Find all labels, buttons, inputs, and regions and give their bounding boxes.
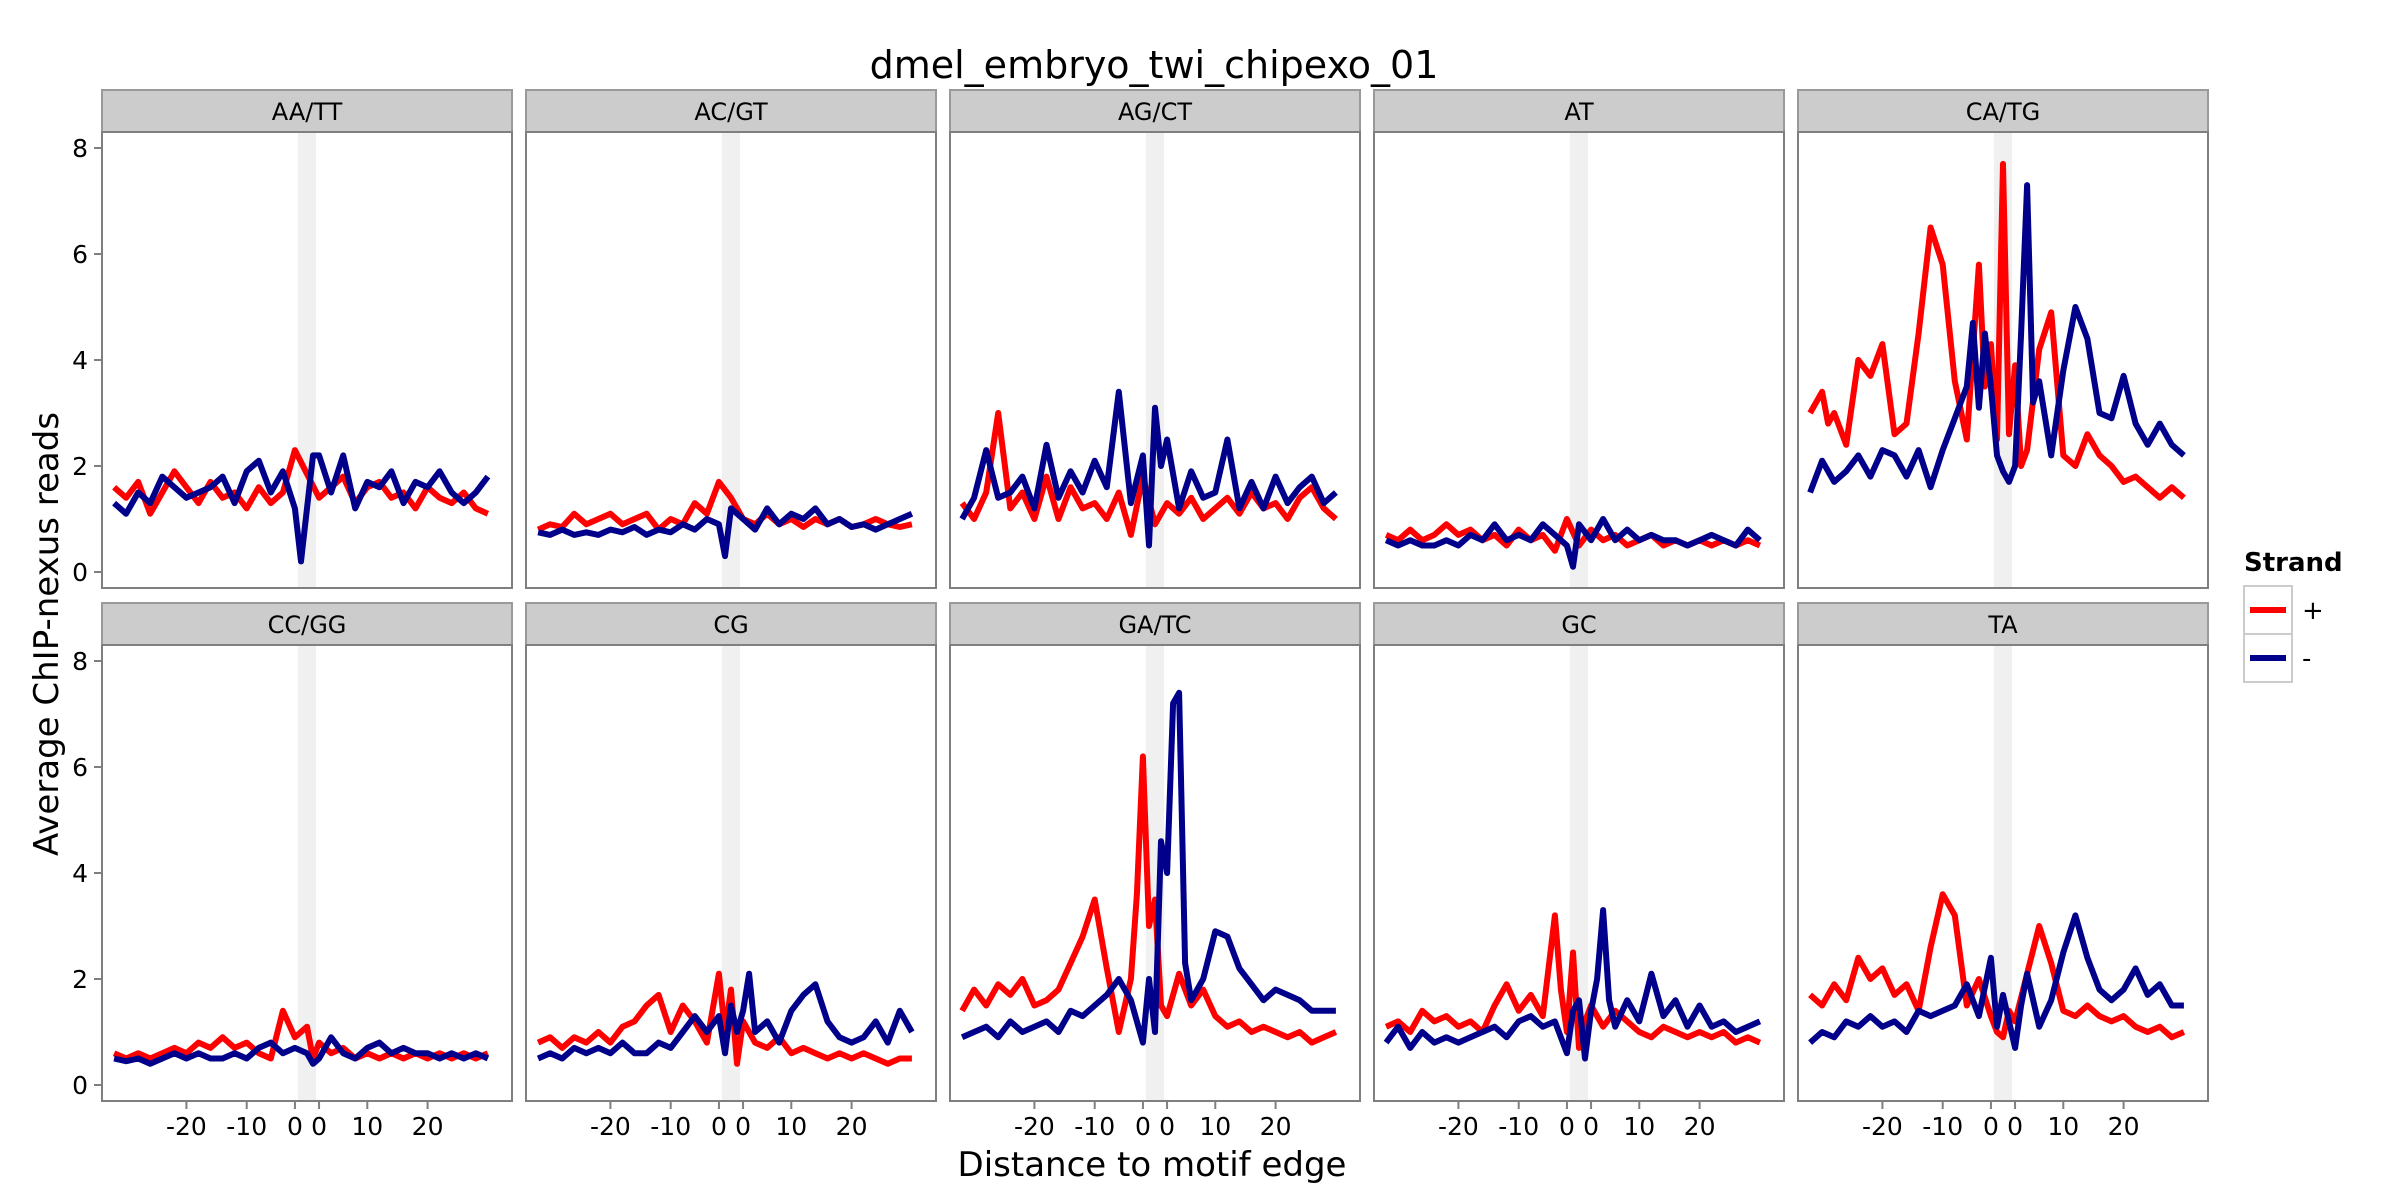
series-line-minus xyxy=(1807,182,2186,494)
motif-region-band xyxy=(721,133,741,587)
series-line-plus xyxy=(112,1007,490,1062)
panel-ta: TA -20 -10 0 0 10 20 xyxy=(1797,602,2209,1141)
y-tick-label: 6 xyxy=(72,753,88,782)
series-line-minus xyxy=(960,689,1336,1046)
x-tick-label: 10 xyxy=(2047,1112,2079,1141)
motif-region-band xyxy=(1993,646,2013,1100)
x-tick-label: 0 xyxy=(287,1112,303,1141)
motif-region-band xyxy=(297,646,317,1100)
panel-strip-label: CC/GG xyxy=(268,611,347,639)
panel-cg: CG -20 -10 0 0 10 20 xyxy=(525,602,937,1141)
x-tick-label: 10 xyxy=(775,1112,807,1141)
panel-at: AT xyxy=(1373,89,1785,589)
x-tick-label: -10 xyxy=(650,1112,691,1141)
x-tick-label: 10 xyxy=(351,1112,383,1141)
y-tick-label: 6 xyxy=(72,240,88,269)
x-tick-label: -10 xyxy=(226,1112,267,1141)
motif-region-band xyxy=(1569,133,1589,587)
panel-strip xyxy=(101,89,513,133)
x-axis-label: Distance to motif edge xyxy=(958,1145,1347,1185)
panel-strip-label: AC/GT xyxy=(694,98,768,126)
x-tick-label: 0 xyxy=(711,1112,727,1141)
y-tick-label: 0 xyxy=(72,1071,88,1100)
facet-panels: AA/TT 0 2 4 6 8 AC/GT AG/CT AT CA/TG CC/GG 0 2 4 6 8 -20… xyxy=(72,89,2209,1141)
series-line-minus xyxy=(113,1034,490,1067)
panel-strip-label: AT xyxy=(1564,98,1594,126)
panel-strip xyxy=(1373,89,1785,133)
legend-title: Strand xyxy=(2244,548,2343,578)
panel-strip xyxy=(101,602,513,646)
panel-strip-label: CA/TG xyxy=(1966,98,2041,126)
panel-strip-label: AG/CT xyxy=(1118,98,1192,126)
motif-region-band xyxy=(721,646,741,1100)
panel-ag-ct: AG/CT xyxy=(949,89,1361,589)
x-tick-label: 0 xyxy=(1559,1112,1575,1141)
panel-strip xyxy=(1797,89,2209,133)
panel-strip-label: AA/TT xyxy=(272,98,343,126)
legend: Strand + - xyxy=(2243,548,2343,683)
x-tick-label: 10 xyxy=(1199,1112,1231,1141)
x-tick-label: 20 xyxy=(836,1112,868,1141)
chart-title: dmel_embryo_twi_chipexo_01 xyxy=(870,43,1439,87)
x-tick-label: 0 xyxy=(735,1112,751,1141)
legend-label-minus: - xyxy=(2302,644,2311,674)
x-tick-label: 0 xyxy=(1159,1112,1175,1141)
legend-label-plus: + xyxy=(2302,596,2324,626)
series-line-minus xyxy=(959,388,1338,549)
y-tick-label: 2 xyxy=(72,965,88,994)
panel-strip xyxy=(1797,602,2209,646)
x-tick-label: 0 xyxy=(1583,1112,1599,1141)
panel-strip xyxy=(525,602,937,646)
y-tick-label: 8 xyxy=(72,647,88,676)
series-line-plus xyxy=(1808,891,2186,1041)
panel-strip-label: GC xyxy=(1561,611,1596,639)
x-tick-label: -20 xyxy=(166,1112,207,1141)
x-tick-label: 0 xyxy=(311,1112,327,1141)
x-tick-label: 0 xyxy=(1983,1112,1999,1141)
y-tick-label: 4 xyxy=(72,859,88,888)
x-tick-label: -20 xyxy=(1014,1112,1055,1141)
series-line-plus xyxy=(1384,912,1762,1051)
panel-aa-tt: AA/TT 0 2 4 6 8 xyxy=(72,89,513,589)
x-tick-label: 0 xyxy=(2007,1112,2023,1141)
x-tick-label: -20 xyxy=(590,1112,631,1141)
panel-strip-label: GA/TC xyxy=(1118,611,1191,639)
panel-ca-tg: CA/TG xyxy=(1797,89,2209,589)
panel-strip xyxy=(949,89,1361,133)
x-tick-label: -10 xyxy=(1074,1112,1115,1141)
series-line-minus xyxy=(112,452,491,565)
x-tick-label: -10 xyxy=(1922,1112,1963,1141)
y-axis-label: Average ChIP-nexus reads xyxy=(27,412,67,856)
y-tick-label: 4 xyxy=(72,346,88,375)
x-tick-label: 10 xyxy=(1623,1112,1655,1141)
x-tick-label: 20 xyxy=(412,1112,444,1141)
y-tick-label: 2 xyxy=(72,452,88,481)
x-tick-label: 20 xyxy=(2108,1112,2140,1141)
panel-ga-tc: GA/TC -20 -10 0 0 10 20 xyxy=(949,602,1361,1141)
panel-gc: GC -20 -10 0 0 10 20 xyxy=(1373,602,1785,1141)
x-tick-label: 20 xyxy=(1684,1112,1716,1141)
series-line-minus xyxy=(536,970,915,1062)
y-tick-label: 8 xyxy=(72,134,88,163)
series-line-minus xyxy=(1384,516,1762,570)
series-line-minus xyxy=(1808,912,2184,1051)
panel-strip-label: CG xyxy=(713,611,748,639)
x-tick-label: -20 xyxy=(1438,1112,1479,1141)
panel-ac-gt: AC/GT xyxy=(525,89,937,589)
series-line-plus xyxy=(959,753,1338,1046)
x-tick-label: -10 xyxy=(1498,1112,1539,1141)
series-line-minus xyxy=(537,505,914,560)
x-tick-label: -20 xyxy=(1862,1112,1903,1141)
x-tick-label: 0 xyxy=(1135,1112,1151,1141)
series-line-minus xyxy=(1383,907,1762,1062)
panel-strip-label: TA xyxy=(1987,611,2018,639)
x-tick-label: 20 xyxy=(1260,1112,1292,1141)
y-tick-label: 0 xyxy=(72,558,88,587)
